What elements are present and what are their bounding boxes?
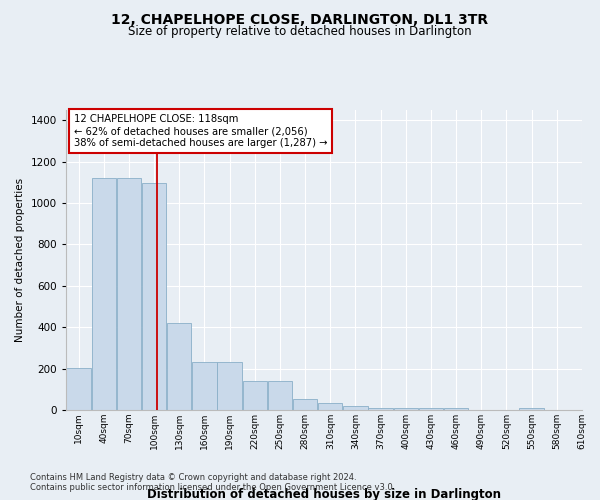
Bar [117,178,141,410]
Bar [92,178,116,410]
Bar [343,406,368,410]
Bar [217,362,242,410]
Bar [293,398,317,410]
Bar [192,362,217,410]
Bar [444,408,469,410]
Bar [268,381,292,410]
Bar [368,408,393,410]
Text: 12, CHAPELHOPE CLOSE, DARLINGTON, DL1 3TR: 12, CHAPELHOPE CLOSE, DARLINGTON, DL1 3T… [112,12,488,26]
Text: Contains HM Land Registry data © Crown copyright and database right 2024.: Contains HM Land Registry data © Crown c… [30,474,356,482]
Y-axis label: Number of detached properties: Number of detached properties [15,178,25,342]
Text: Size of property relative to detached houses in Darlington: Size of property relative to detached ho… [128,25,472,38]
Bar [318,403,343,410]
X-axis label: Distribution of detached houses by size in Darlington: Distribution of detached houses by size … [147,488,501,500]
Bar [167,323,191,410]
Text: Contains public sector information licensed under the Open Government Licence v3: Contains public sector information licen… [30,484,395,492]
Bar [394,408,418,410]
Bar [67,368,91,410]
Bar [242,381,267,410]
Bar [419,408,443,410]
Bar [142,184,166,410]
Text: 12 CHAPELHOPE CLOSE: 118sqm
← 62% of detached houses are smaller (2,056)
38% of : 12 CHAPELHOPE CLOSE: 118sqm ← 62% of det… [74,114,327,148]
Bar [520,408,544,410]
